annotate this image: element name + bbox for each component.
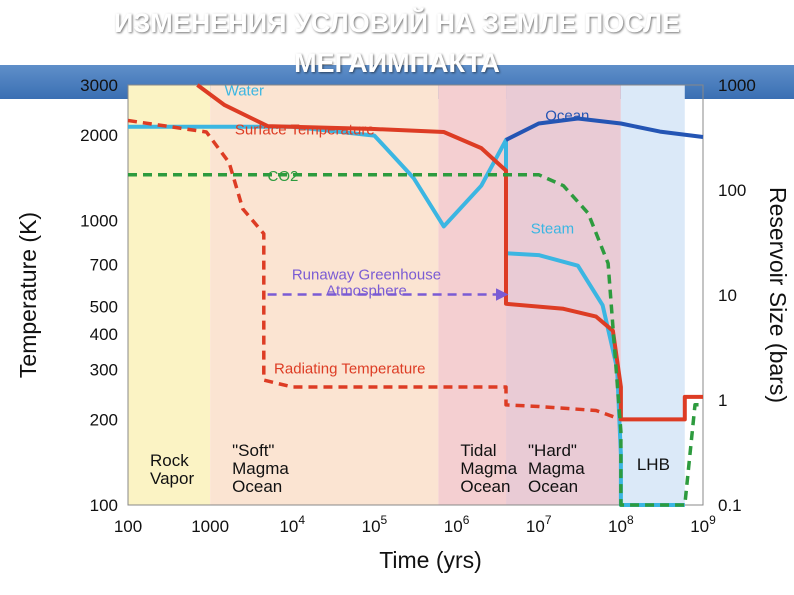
series-ocean: [505, 116, 704, 142]
x-tick-label: 100: [114, 517, 142, 536]
x-tick-label: 104: [279, 513, 305, 536]
phase-band-soft-magma: [210, 85, 439, 505]
series-radiating-temperature: [127, 118, 622, 422]
x-tick-label: 105: [362, 513, 388, 536]
y2-tick-label: 10: [718, 286, 737, 305]
x-axis-label: Time (yrs): [379, 547, 482, 573]
runaway-label: Runaway Greenhouse Atmosphere: [292, 267, 441, 300]
x-tick-label: 106: [444, 513, 470, 536]
series-surface-temperature: [196, 83, 703, 422]
slide-title-line-2: МЕГАИМПАКТА: [294, 48, 500, 78]
phase-label-tidal-magma: Tidal Magma Ocean: [460, 441, 517, 496]
y-tick-label: 300: [90, 360, 118, 379]
water-label: Water: [225, 83, 264, 100]
y2-tick-label: 0.1: [718, 496, 742, 515]
plot-frame: [127, 84, 704, 506]
phase-band-lhb: [620, 85, 685, 505]
y2-tick-label: 1000: [718, 76, 756, 95]
x-tick-label: 109: [690, 513, 716, 536]
y2-tick-label: 1: [718, 391, 727, 410]
y-tick-label: 200: [90, 410, 118, 429]
phase-label-soft-magma: "Soft" Magma Ocean: [232, 441, 289, 496]
slide-title-line-1: ИЗМЕНЕНИЯ УСЛОВИЙ НА ЗЕМЛЕ ПОСЛЕ: [113, 8, 681, 38]
y2-axis-label: Reservoir Size (bars): [765, 187, 791, 403]
x-tick-label: 108: [608, 513, 634, 536]
phase-band-hard-magma: [506, 85, 621, 505]
phase-label-hard-magma: "Hard" Magma Ocean: [528, 441, 585, 496]
y-tick-label: 1000: [80, 212, 118, 231]
radiating-temp-label: Radiating Temperature: [274, 361, 425, 378]
ocean-label: Ocean: [545, 108, 589, 125]
phase-label-lhb: LHB: [637, 455, 670, 474]
surface-temp-label: Surface Temperature: [235, 121, 375, 138]
phase-band-rock-vapor: [128, 85, 211, 505]
steam-label: Steam: [531, 221, 574, 238]
y-tick-label: 2000: [80, 126, 118, 145]
x-tick-label: 1000: [191, 517, 229, 536]
y-tick-label: 3000: [80, 76, 118, 95]
co2-label: CO2: [268, 168, 299, 185]
y-tick-label: 700: [90, 256, 118, 275]
y2-tick-label: 100: [718, 181, 746, 200]
y-axis-label: Temperature (K): [15, 212, 41, 378]
series-co2: [128, 172, 703, 507]
x-tick-label: 107: [526, 513, 552, 536]
y-tick-label: 400: [90, 325, 118, 344]
y-tick-label: 100: [90, 496, 118, 515]
phase-label-rock-vapor: Rock Vapor: [150, 451, 194, 488]
y-tick-label: 500: [90, 297, 118, 316]
